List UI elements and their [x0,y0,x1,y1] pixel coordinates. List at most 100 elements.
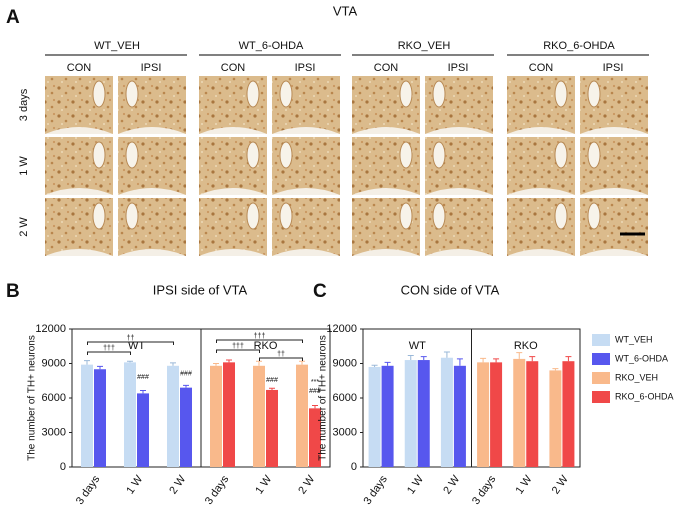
error-bar [493,358,500,363]
micrograph-vessel [432,80,446,108]
error-bar [170,362,176,366]
bar [223,362,235,467]
error-bar [529,356,536,362]
y-tick-label: 3000 [333,426,357,438]
side-label: CON [221,62,246,74]
chart-title: IPSI side of VTA [153,282,248,297]
x-tick-label: 3 days [361,473,390,507]
group-label: WT [409,340,426,352]
bar [417,360,430,467]
error-bar [480,357,487,363]
y-tick-label: 9000 [42,357,66,369]
significance-bracket [216,339,303,343]
bar [296,364,308,467]
bar [266,389,278,467]
micrograph-edge [45,188,113,195]
x-tick-label: 1 W [253,473,274,496]
bar [94,369,106,467]
micrograph-edge [352,249,420,256]
error-bar [226,359,232,363]
error-bar [183,384,189,388]
error-bar [420,356,427,361]
micrograph-vessel [399,141,413,169]
chart-title: CON side of VTA [401,282,500,297]
y-tick-label: 6000 [42,392,66,404]
side-label: IPSI [295,62,316,74]
error-bar [269,387,275,390]
significance-mark: †† [277,351,285,358]
bar [404,360,417,467]
micrograph-edge [45,127,113,134]
micrograph-edge [425,127,493,134]
legend-swatch [592,372,610,384]
micrograph-vessel [554,202,568,230]
y-tick-label: 6000 [333,392,357,404]
significance-bracket [259,357,303,361]
bar [210,365,222,467]
micrograph-vessel [246,141,260,169]
group-label: RKO [514,340,538,352]
y-tick-label: 9000 [333,357,357,369]
micrographs [45,76,648,256]
bar [368,366,381,467]
bar [490,362,503,467]
micrograph-vessel [92,141,106,169]
row-label: 1 W [18,156,30,176]
micrograph-vessel [399,202,413,230]
side-label: CON [67,62,92,74]
micrograph-edge [199,249,267,256]
x-tick-label: 3 days [470,473,499,507]
column-header: RKO_VEH [398,40,451,52]
micrograph-edge [272,127,340,134]
error-bar [256,360,262,366]
error-bar [127,360,133,363]
y-axis-label: The number of TH+ neurons [27,335,38,461]
micrograph-vessel [587,202,601,230]
significance-mark: ††† [232,343,244,350]
side-label: IPSI [448,62,469,74]
error-bar [443,351,450,358]
panel-label: A [6,7,20,28]
row-label: 3 days [18,88,30,121]
bar [513,358,526,467]
micrograph-edge [580,188,648,195]
significance-bracket [87,341,174,345]
micrograph-edge [199,188,267,195]
error-bar [407,354,414,361]
column-header: WT_VEH [94,40,140,52]
side-label: IPSI [603,62,624,74]
micrograph-edge [272,249,340,256]
side-label: IPSI [141,62,162,74]
legend-swatch [592,334,610,346]
side-label: CON [529,62,554,74]
significance-bracket [87,351,131,355]
micrograph-vessel [554,80,568,108]
column-header: WT_6-OHDA [239,40,304,52]
bar [381,365,394,467]
x-tick-label: 3 days [203,473,232,507]
micrograph-vessel [246,80,260,108]
micrograph-edge [507,249,575,256]
micrograph-vessel [587,80,601,108]
legend-swatch [592,391,610,403]
y-tick-label: 3000 [42,426,66,438]
micrograph-vessel [432,202,446,230]
error-bar [97,365,103,370]
significance-mark: ††† [254,333,266,340]
micrograph-vessel [125,202,139,230]
bar [549,370,562,467]
micrograph-edge [580,249,648,256]
significance-mark: *** [311,379,319,386]
x-tick-label: 3 days [74,473,103,507]
micrograph-edge [507,188,575,195]
error-bar [84,360,90,365]
bar [477,362,490,467]
legend-label: RKO_6-OHDA [615,391,674,401]
bar [526,361,539,467]
significance-bracket [216,349,260,353]
bar [253,365,265,467]
micrograph-vessel [246,202,260,230]
group-label: WT [128,340,145,352]
micrograph-vessel [279,202,293,230]
